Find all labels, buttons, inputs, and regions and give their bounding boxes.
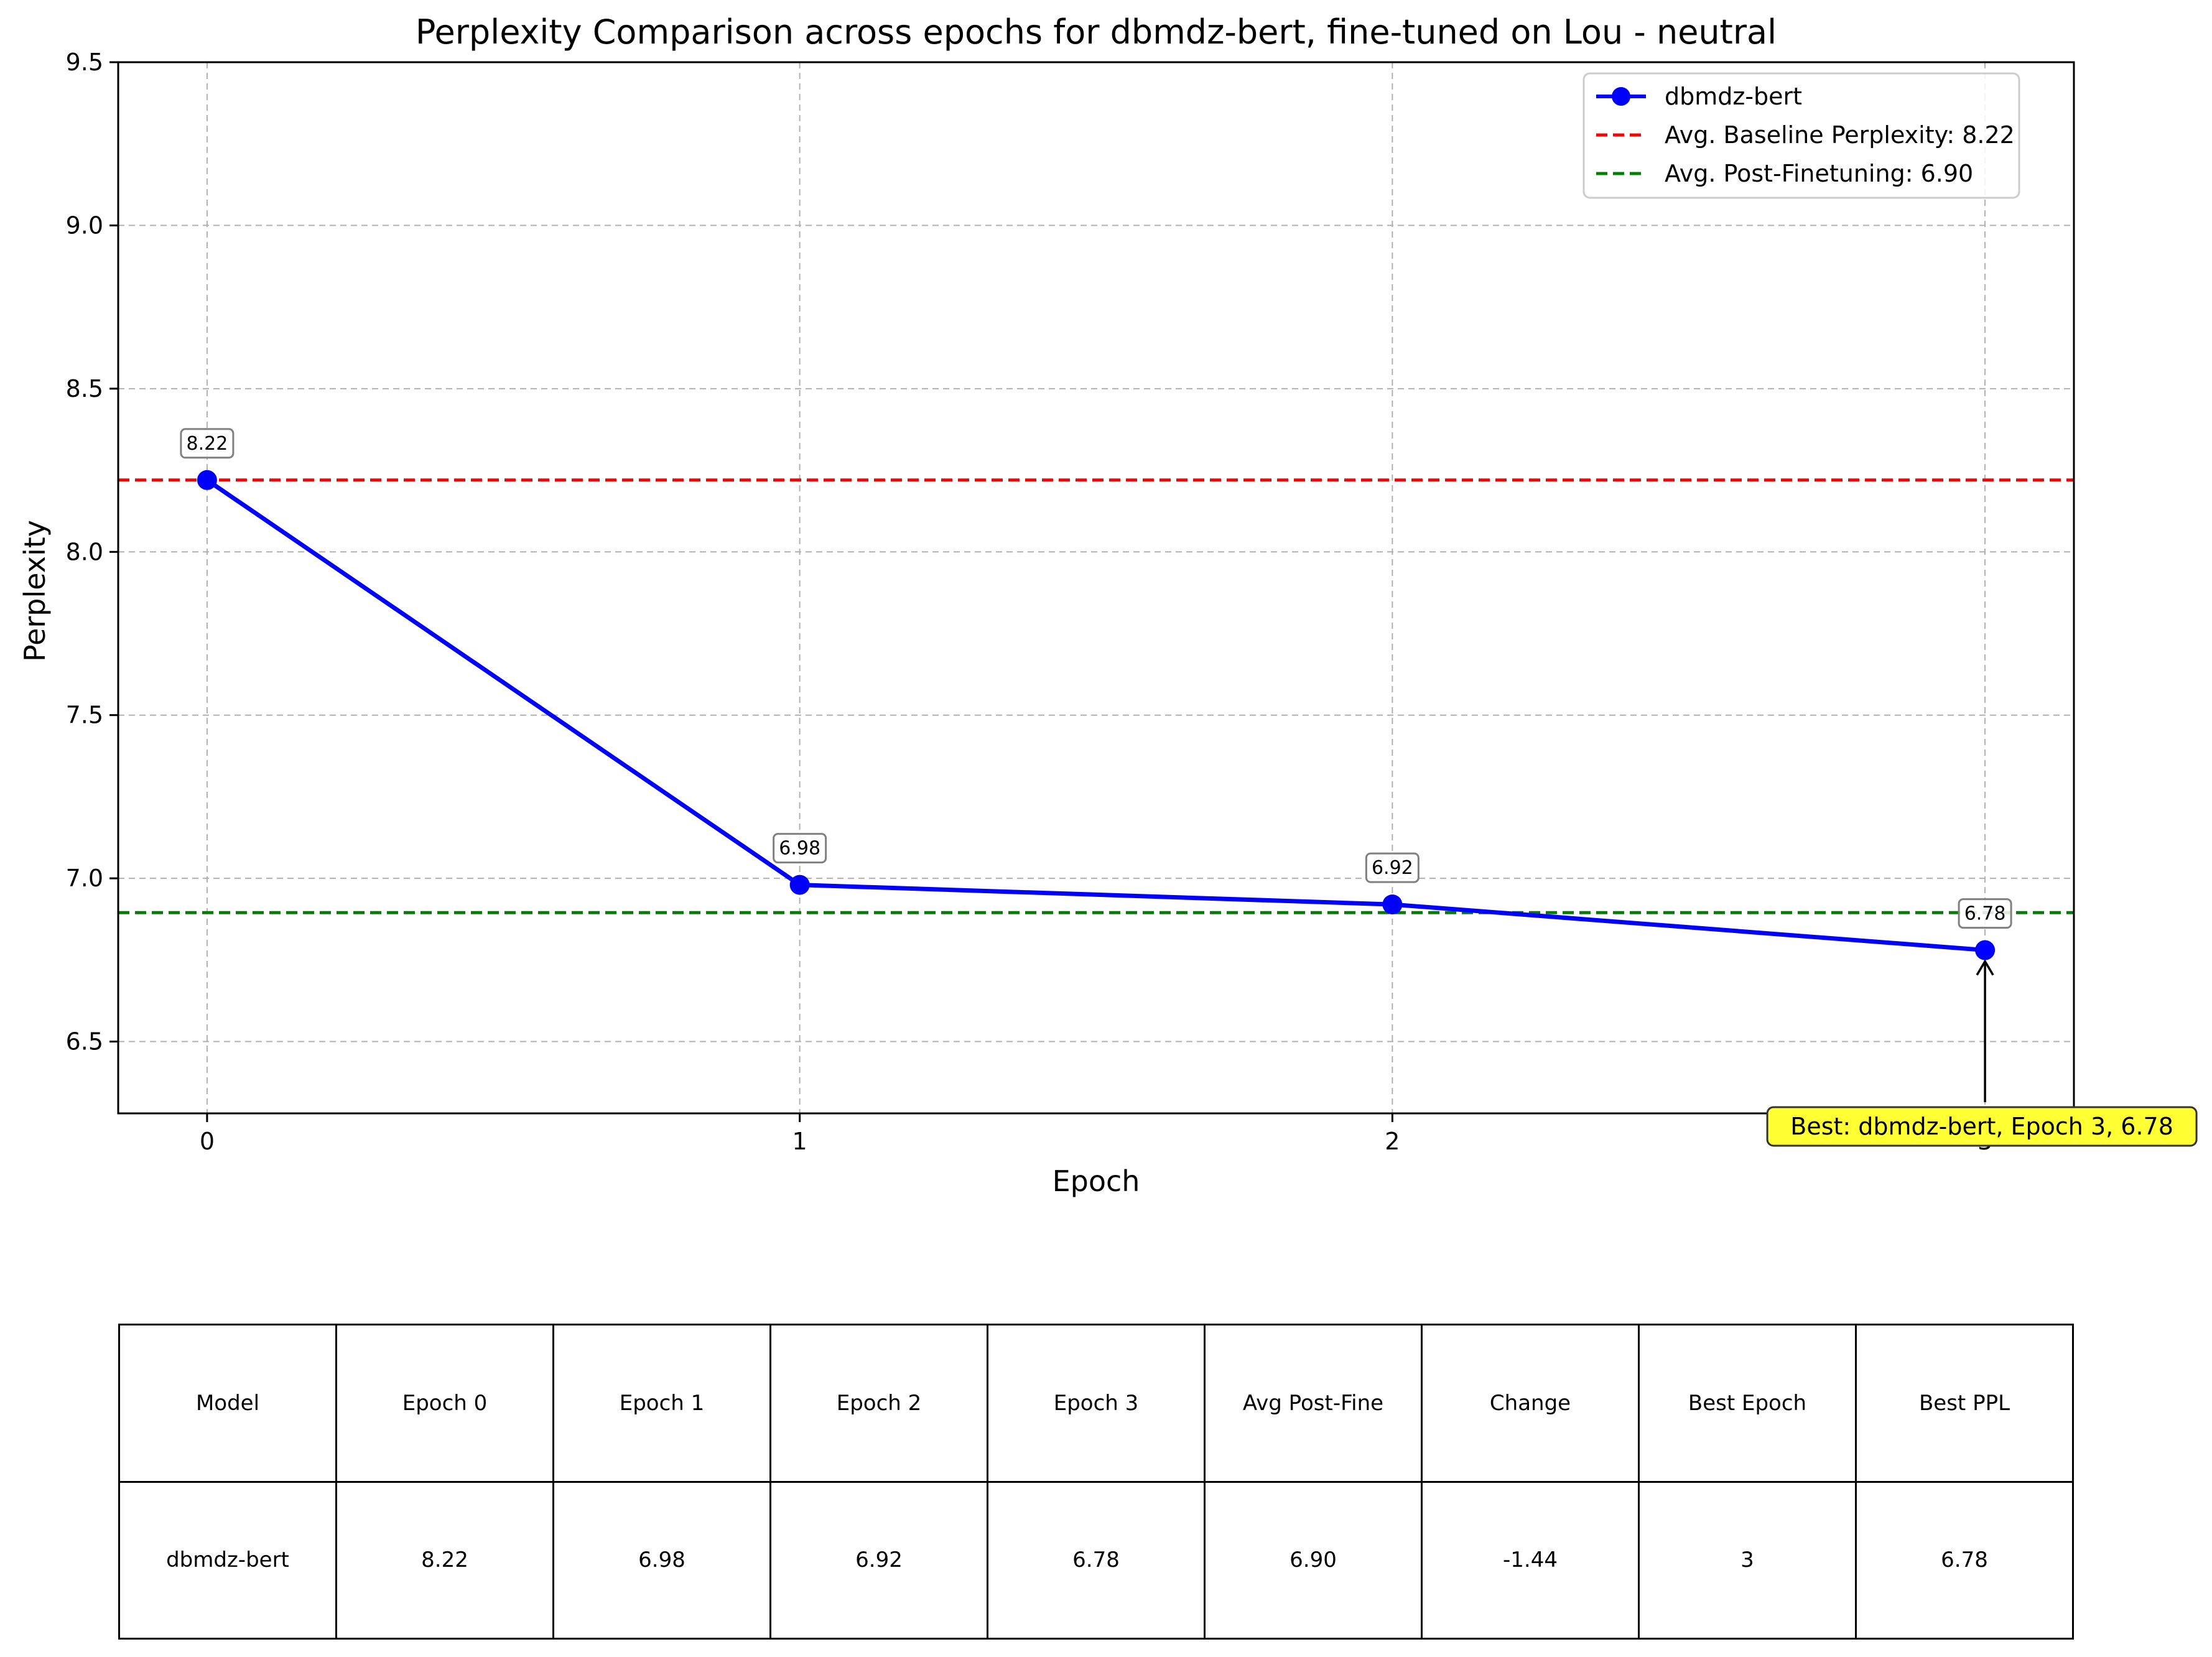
table-header-cell: Change (1421, 1324, 1640, 1483)
data-label: 8.22 (187, 433, 228, 455)
y-tick-label: 7.0 (66, 865, 103, 892)
data-point (789, 875, 810, 895)
summary-table: Model Epoch 0 Epoch 1 Epoch 2 Epoch 3 Av… (118, 1324, 2074, 1640)
reference-lines (118, 478, 2074, 914)
data-point (1975, 940, 1996, 960)
table-cell: -1.44 (1421, 1480, 1640, 1640)
table-row: dbmdz-bert 8.22 6.98 6.92 6.78 6.90 -1.4… (118, 1480, 2074, 1640)
table-header-cell: Avg Post-Fine (1204, 1324, 1423, 1483)
line-chart: Perplexity Comparison across epochs for … (18, 12, 2198, 1198)
y-tick-label: 9.0 (66, 211, 103, 239)
data-label-box (1958, 898, 2012, 929)
table-cell: 6.78 (1855, 1480, 2074, 1640)
x-tick-label: 2 (1385, 1128, 1400, 1155)
y-tick-label: 8.5 (66, 375, 103, 402)
y-axis-label: Perplexity (18, 520, 52, 662)
x-axis-label: Epoch (1053, 1164, 1140, 1198)
legend-label-baseline: Avg. Baseline Perplexity: 8.22 (1665, 121, 2015, 149)
table-header-cell: Model (118, 1324, 337, 1483)
legend-frame (1582, 72, 2020, 199)
y-tick-label: 8.0 (66, 538, 103, 565)
legend-label-post-finetuning: Avg. Post-Finetuning: 6.90 (1665, 160, 1973, 187)
table-cell: 6.78 (987, 1480, 1206, 1640)
data-point (197, 470, 217, 490)
legend-label-series: dbmdz-bert (1665, 83, 1802, 110)
grid (118, 62, 2074, 1113)
annotation-box (1766, 1106, 2198, 1147)
data-point (1382, 894, 1403, 915)
legend-swatch-marker (1612, 87, 1630, 106)
table-cell: 8.22 (335, 1480, 554, 1640)
table-header-cell: Epoch 1 (552, 1324, 771, 1483)
annotation-arrow-head (1976, 959, 1994, 976)
data-label: 6.78 (1964, 903, 2006, 925)
x-tick-label: 1 (792, 1128, 807, 1155)
y-tick-label: 9.5 (66, 49, 103, 76)
series-layer: 8.22 6.98 6.92 6.78 (180, 428, 2012, 960)
y-tick-label: 7.5 (66, 702, 103, 729)
data-label: 6.98 (779, 838, 820, 860)
x-axis-ticks: 0123 (200, 1113, 1992, 1155)
legend: dbmdz-bert Avg. Baseline Perplexity: 8.2… (1582, 72, 2020, 199)
table-cell: 3 (1638, 1480, 1857, 1640)
y-axis-ticks: 6.5 7.0 7.5 8.0 8.5 9.0 9.5 (66, 49, 118, 1056)
table-header-cell: Best PPL (1855, 1324, 2074, 1483)
data-label-box (180, 428, 235, 459)
data-label: 6.92 (1372, 857, 1413, 879)
y-tick-label: 6.5 (66, 1028, 103, 1056)
best-annotation: Best: dbmdz-bert, Epoch 3, 6.78 (1766, 959, 2198, 1147)
table-header-row: Model Epoch 0 Epoch 1 Epoch 2 Epoch 3 Av… (118, 1324, 2074, 1483)
data-label-box (773, 833, 827, 864)
table-header-cell: Best Epoch (1638, 1324, 1857, 1483)
table-cell: 6.90 (1204, 1480, 1423, 1640)
plot-frame (117, 61, 2075, 1115)
annotation-text: Best: dbmdz-bert, Epoch 3, 6.78 (1790, 1113, 2173, 1140)
table-header-cell: Epoch 2 (769, 1324, 988, 1483)
series-line (205, 478, 1986, 953)
chart-title: Perplexity Comparison across epochs for … (416, 12, 1777, 52)
table-header-cell: Epoch 0 (335, 1324, 554, 1483)
table-cell: 6.92 (769, 1480, 988, 1640)
data-label-box (1365, 852, 1420, 883)
x-tick-label: 0 (200, 1128, 215, 1155)
table-cell: 6.98 (552, 1480, 771, 1640)
table-cell: dbmdz-bert (118, 1480, 337, 1640)
table-header-cell: Epoch 3 (987, 1324, 1206, 1483)
